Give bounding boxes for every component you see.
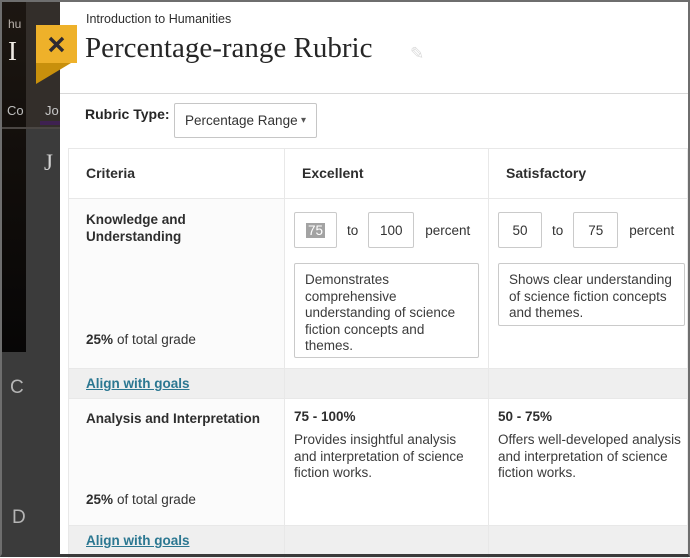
breadcrumb: Introduction to Humanities xyxy=(86,12,232,26)
satisfactory-description-text: Offers well-developed analysis and inter… xyxy=(498,432,681,480)
excellent-cell-analysis: 75 - 100% Provides insightful analysis a… xyxy=(284,399,488,526)
to-label: to xyxy=(347,222,359,238)
close-icon xyxy=(47,35,66,54)
excellent-range-text: 75 - 100% xyxy=(294,409,356,424)
column-header-criteria: Criteria xyxy=(69,149,284,199)
align-goals-row-2-spacer xyxy=(284,526,488,558)
criterion-name: Knowledge and Understanding xyxy=(86,212,186,244)
course-banner-image xyxy=(0,0,26,352)
align-with-goals-link[interactable]: Align with goals xyxy=(86,533,190,548)
criterion-weight: 25% of total grade xyxy=(86,332,196,347)
rubric-panel: Introduction to Humanities Percentage-ra… xyxy=(60,0,690,558)
satisfactory-cell-analysis: 50 - 75% Offers well-developed analysis … xyxy=(488,399,687,526)
align-goals-row-2: Align with goals xyxy=(69,526,284,558)
excellent-from-value: 75 xyxy=(305,222,326,238)
satisfactory-range-text: 50 - 75% xyxy=(498,409,553,424)
page-behind-modal: hu I Co Jo J C D xyxy=(0,0,60,557)
column-header-satisfactory: Satisfactory xyxy=(488,149,687,199)
excellent-description-text: Provides insightful analysis and interpr… xyxy=(294,432,464,480)
course-title-fragment: I xyxy=(8,36,17,66)
criterion-cell-analysis: Analysis and Interpretation 25% of total … xyxy=(69,399,284,526)
satisfactory-description-textarea[interactable]: Shows clear understanding of science fic… xyxy=(498,263,685,326)
align-goals-row-1-spacer xyxy=(488,369,687,399)
rubric-type-value: Percentage Range xyxy=(185,113,298,128)
satisfactory-range-inputs: 50 to 75 percent xyxy=(498,212,674,248)
rubric-type-label: Rubric Type: xyxy=(85,106,170,122)
excellent-description-textarea[interactable]: Demonstrates comprehensive understanding… xyxy=(294,263,479,358)
page-title: Percentage-range Rubric xyxy=(85,32,373,64)
weight-suffix: of total grade xyxy=(117,492,196,507)
percent-label: percent xyxy=(425,222,471,238)
journal-heading-fragment: J xyxy=(44,150,53,175)
excellent-cell-knowledge: 75 to 100 percent Demonstrates comprehen… xyxy=(284,199,488,369)
excellent-from-input[interactable]: 75 xyxy=(294,212,337,248)
active-tab-underline xyxy=(40,121,60,125)
rubric-type-dropdown[interactable]: Percentage Range ▾ xyxy=(174,103,317,138)
background-text-fragment-d: D xyxy=(12,507,26,528)
satisfactory-from-input[interactable]: 50 xyxy=(498,212,542,248)
header-divider xyxy=(60,93,690,94)
align-goals-row-2-spacer xyxy=(488,526,687,558)
align-goals-row-1: Align with goals xyxy=(69,369,284,399)
to-label: to xyxy=(552,222,564,238)
column-header-excellent: Excellent xyxy=(284,149,488,199)
criterion-weight: 25% of total grade xyxy=(86,492,196,507)
course-code-fragment: hu xyxy=(8,17,22,31)
satisfactory-cell-knowledge: 50 to 75 percent Shows clear understandi… xyxy=(488,199,687,369)
align-goals-row-1-spacer xyxy=(284,369,488,399)
excellent-range-inputs: 75 to 100 percent xyxy=(294,212,470,248)
edit-title-pencil-icon[interactable]: ✎ xyxy=(410,44,425,63)
satisfactory-to-input[interactable]: 75 xyxy=(573,212,619,248)
background-text-fragment-c: C xyxy=(10,377,24,398)
close-panel-button[interactable] xyxy=(36,25,77,63)
rubric-table: Criteria Excellent Satisfactory Knowledg… xyxy=(68,148,688,558)
weight-suffix: of total grade xyxy=(117,332,196,347)
align-with-goals-link[interactable]: Align with goals xyxy=(86,376,190,391)
chevron-down-icon: ▾ xyxy=(300,115,306,126)
criterion-name: Analysis and Interpretation xyxy=(86,411,261,426)
weight-percent: 25% xyxy=(86,492,114,507)
tab-journals-fragment: Jo xyxy=(45,103,59,118)
criterion-cell-knowledge: Knowledge and Understanding 25% of total … xyxy=(69,199,284,369)
weight-percent: 25% xyxy=(86,332,114,347)
page-header-separator xyxy=(0,127,60,129)
tab-content-fragment: Co xyxy=(7,103,24,118)
satisfactory-to-value: 75 xyxy=(588,222,604,238)
excellent-to-input[interactable]: 100 xyxy=(368,212,415,248)
excellent-to-value: 100 xyxy=(380,222,403,238)
satisfactory-from-value: 50 xyxy=(512,222,528,238)
percent-label: percent xyxy=(629,222,675,238)
